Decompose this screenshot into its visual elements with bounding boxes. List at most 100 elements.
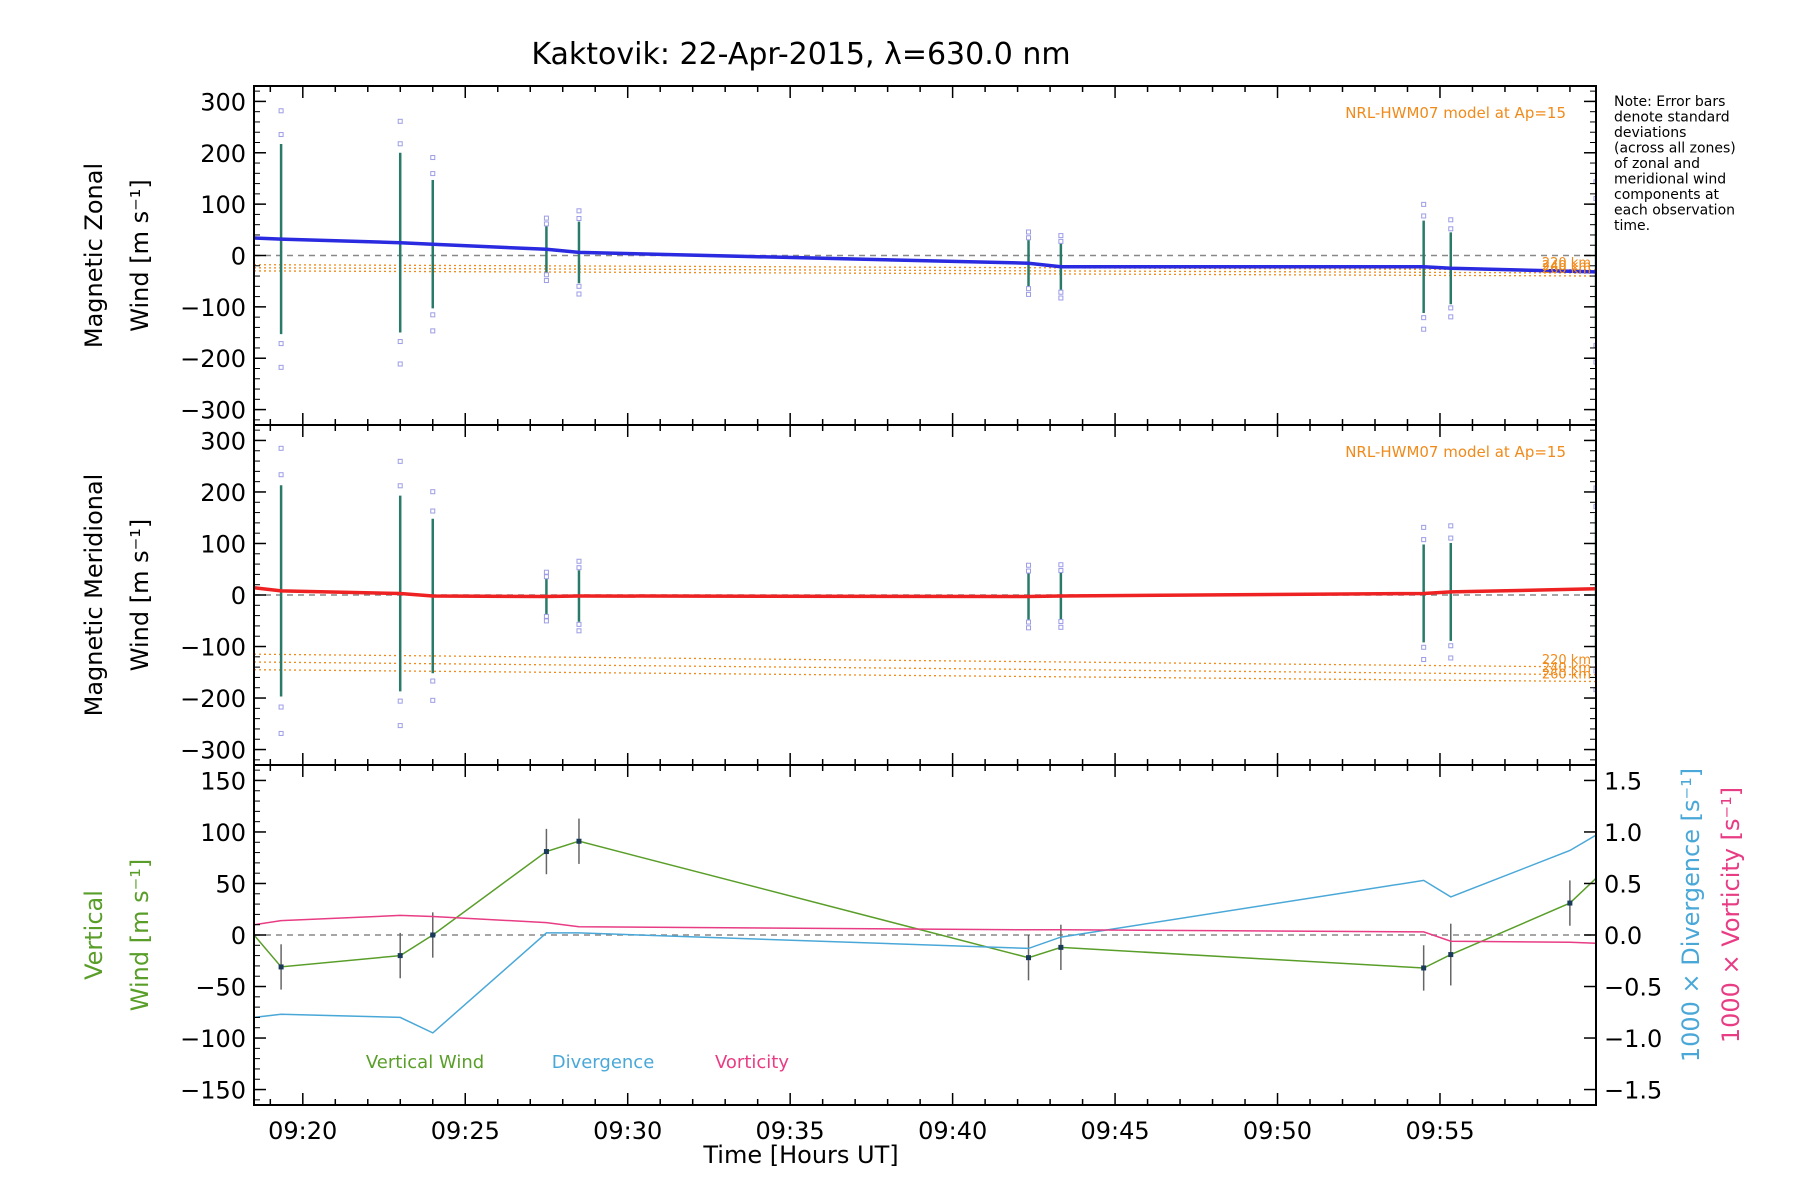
zone-marker <box>1421 315 1427 321</box>
model-line <box>254 653 1596 668</box>
zone-marker <box>1448 314 1454 320</box>
y-tick-label: −100 <box>180 294 246 322</box>
note-line: time. <box>1614 218 1650 234</box>
model-label: NRL-HWM07 model at Ap=15 <box>1345 104 1566 122</box>
zone-marker <box>543 272 549 278</box>
legend-item: Divergence <box>552 1052 655 1073</box>
note-line: components at <box>1614 187 1720 203</box>
zone-marker <box>278 730 284 736</box>
model-level-label: 260 km <box>1542 262 1591 277</box>
note-line: each observation <box>1614 203 1735 219</box>
chart-title: Kaktovik: 22-Apr-2015, λ=630.0 nm <box>531 37 1070 72</box>
zone-marker <box>397 483 403 489</box>
zone-marker <box>1421 537 1427 543</box>
series-line-vorticity <box>254 914 1596 944</box>
y-tick-label: 100 <box>200 191 246 219</box>
y-right-axis-title-vorticity: 1000 × Vorticity [s⁻¹] <box>1717 787 1745 1043</box>
zone-marker <box>543 221 549 227</box>
y-right-axis-title-divergence: 1000 × Divergence [s⁻¹] <box>1677 768 1705 1062</box>
model-line <box>254 669 1596 683</box>
data-point <box>1448 952 1454 958</box>
zone-marker <box>397 458 403 464</box>
zone-marker <box>1058 568 1064 574</box>
zone-marker <box>1448 226 1454 232</box>
zone-marker <box>576 628 582 634</box>
zone-marker <box>1026 625 1032 631</box>
zone-marker <box>397 361 403 367</box>
model-line <box>254 264 1596 271</box>
zone-marker <box>397 723 403 729</box>
y-tick-label: 300 <box>200 88 246 116</box>
x-tick-label: 09:45 <box>1080 1117 1149 1145</box>
model-level-label: 240 km <box>1542 259 1591 274</box>
x-tick-label: 09:55 <box>1405 1117 1474 1145</box>
y-tick-label: 200 <box>200 479 246 507</box>
zone-marker <box>430 508 436 514</box>
y-tick-label: 300 <box>200 427 246 455</box>
zone-marker <box>1448 523 1454 529</box>
x-tick-label: 09:30 <box>593 1117 662 1145</box>
zone-marker <box>1026 291 1032 297</box>
zone-marker <box>1448 535 1454 541</box>
zone-marker <box>543 569 549 575</box>
zone-marker <box>397 141 403 147</box>
zone-marker <box>1026 229 1032 235</box>
zone-marker <box>1421 201 1427 207</box>
plot-area <box>254 818 1596 1034</box>
zone-marker <box>1448 655 1454 661</box>
zone-marker <box>576 558 582 564</box>
data-point <box>278 964 284 970</box>
x-tick-label: 09:25 <box>431 1117 500 1145</box>
zone-marker <box>1058 624 1064 630</box>
zone-marker <box>1058 295 1064 301</box>
y-tick-label: 0 <box>231 582 246 610</box>
zone-marker <box>1593 668 1596 674</box>
data-point <box>1026 955 1032 961</box>
zone-marker <box>1026 568 1032 574</box>
y-axis-title: Magnetic Meridional <box>80 474 108 717</box>
plot-area <box>254 445 1596 736</box>
zone-marker <box>397 339 403 345</box>
y-right-tick-label: 1.5 <box>1604 767 1642 795</box>
panel-vertical: 150 100 50 0 −50 −100 −150 1.5 1.0 0.5 0.0 −0.5 −1.0… <box>80 764 1745 1106</box>
series-line-divergence <box>254 834 1596 1034</box>
zone-marker <box>1421 524 1427 530</box>
zone-marker <box>1593 485 1596 491</box>
data-point <box>430 932 436 938</box>
note-line: meridional wind <box>1614 172 1726 188</box>
note-line: deviations <box>1614 125 1686 141</box>
zone-marker <box>543 613 549 619</box>
x-tick-label: 09:40 <box>918 1117 987 1145</box>
y-right-tick-label: 0.0 <box>1604 922 1642 950</box>
y-tick-label: 50 <box>215 870 246 898</box>
zone-marker <box>278 132 284 138</box>
zone-marker <box>543 574 549 580</box>
y-tick-label: −300 <box>180 397 246 425</box>
note-line: Note: Error bars <box>1614 94 1725 110</box>
zone-marker <box>1058 289 1064 295</box>
zone-marker <box>430 489 436 495</box>
y-tick-label: −300 <box>180 737 246 765</box>
y-tick-label: −200 <box>180 685 246 713</box>
zone-marker <box>278 341 284 347</box>
zone-marker <box>278 472 284 478</box>
zone-marker <box>1421 213 1427 219</box>
zone-marker <box>1026 562 1032 568</box>
y-axis-title: Wind [m s⁻¹] <box>126 519 154 671</box>
zone-marker <box>1448 217 1454 223</box>
x-axis-title: Time [Hours UT] <box>702 1141 898 1169</box>
zone-marker <box>576 283 582 289</box>
series-line-vertical-wind <box>254 840 1596 969</box>
zone-marker <box>1026 619 1032 625</box>
note-line: denote standard <box>1614 110 1730 126</box>
y-tick-label: −100 <box>180 634 246 662</box>
zone-marker <box>278 364 284 370</box>
x-tick-label: 09:35 <box>756 1117 825 1145</box>
zone-marker <box>576 291 582 297</box>
series-line-zonal-wind <box>254 236 1596 274</box>
model-line <box>254 270 1596 277</box>
